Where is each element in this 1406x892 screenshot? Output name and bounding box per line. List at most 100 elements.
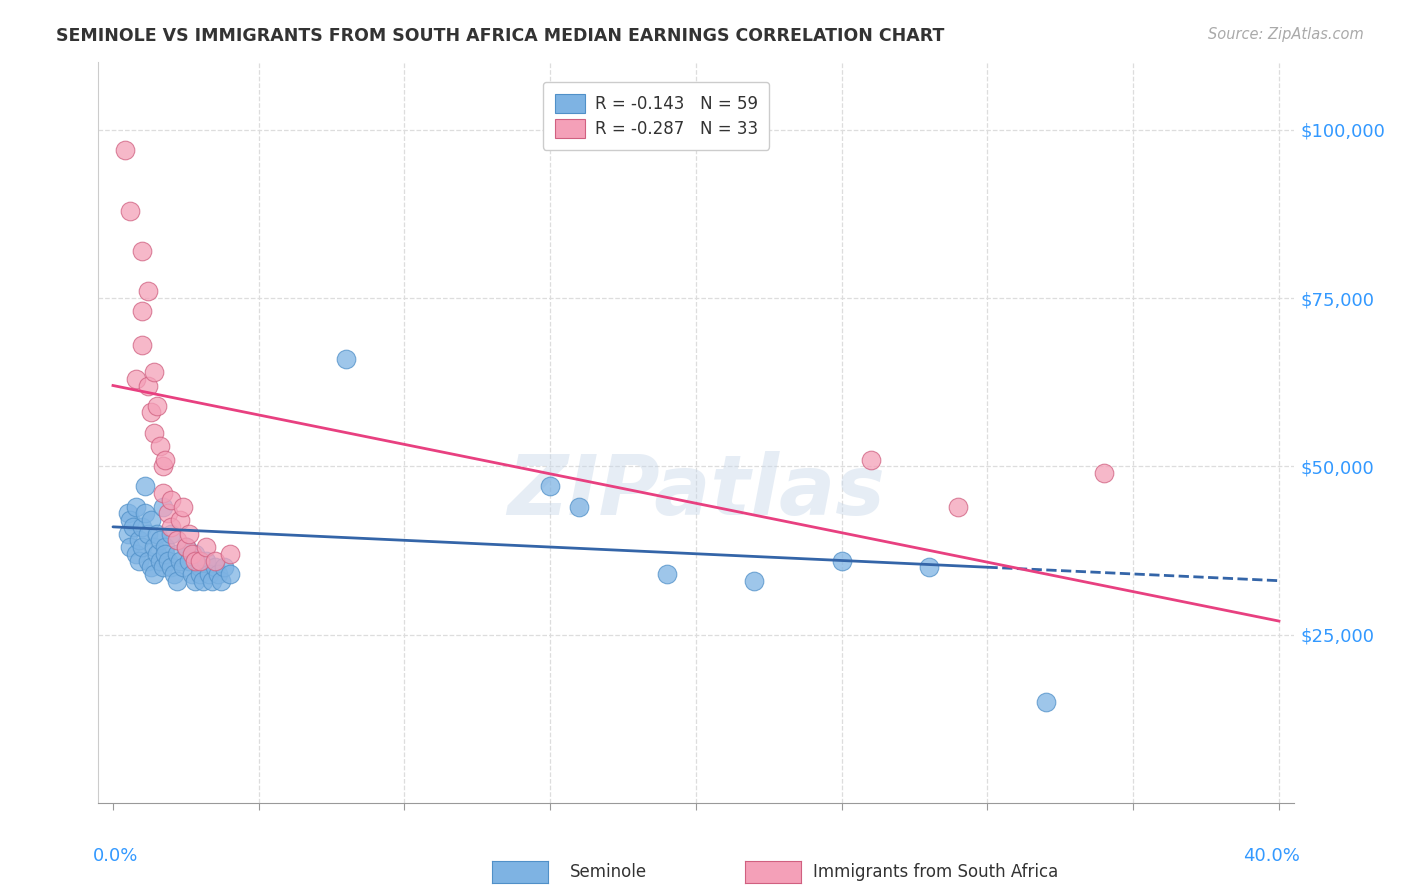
Point — [207, 566, 229, 581]
Text: Seminole: Seminole — [569, 863, 647, 881]
Point — [859, 452, 882, 467]
Point — [149, 533, 172, 548]
Point — [120, 540, 142, 554]
Point — [538, 479, 561, 493]
Point — [152, 486, 174, 500]
Point — [136, 285, 159, 299]
Point — [193, 574, 215, 588]
Point — [152, 560, 174, 574]
Point — [166, 547, 188, 561]
Point — [160, 560, 183, 574]
Point — [190, 560, 212, 574]
Point — [948, 500, 970, 514]
Legend: R = -0.143   N = 59, R = -0.287   N = 33: R = -0.143 N = 59, R = -0.287 N = 33 — [543, 82, 769, 150]
Point — [134, 479, 156, 493]
Point — [166, 574, 188, 588]
Point — [136, 378, 159, 392]
Point — [152, 459, 174, 474]
Point — [125, 372, 148, 386]
Point — [128, 533, 150, 548]
Point — [172, 560, 194, 574]
Point — [195, 553, 218, 567]
Point — [128, 553, 150, 567]
Point — [145, 526, 167, 541]
Point — [174, 540, 197, 554]
Point — [198, 566, 221, 581]
Point — [125, 500, 148, 514]
Text: Source: ZipAtlas.com: Source: ZipAtlas.com — [1208, 27, 1364, 42]
Point — [142, 540, 165, 554]
Text: 0.0%: 0.0% — [93, 847, 138, 865]
Point — [149, 439, 172, 453]
Point — [139, 560, 162, 574]
Point — [195, 540, 218, 554]
Point — [142, 425, 165, 440]
Point — [218, 547, 240, 561]
Text: Immigrants from South Africa: Immigrants from South Africa — [813, 863, 1057, 881]
Point — [142, 566, 165, 581]
Point — [136, 526, 159, 541]
Point — [169, 553, 191, 567]
Point — [212, 560, 235, 574]
Point — [157, 507, 180, 521]
Point — [204, 553, 226, 567]
Point — [183, 574, 205, 588]
Point — [152, 500, 174, 514]
Point — [174, 540, 197, 554]
Point — [131, 244, 153, 258]
Point — [155, 547, 177, 561]
Text: 40.0%: 40.0% — [1243, 847, 1299, 865]
Point — [155, 540, 177, 554]
Point — [172, 500, 194, 514]
Point — [209, 574, 232, 588]
Point — [180, 547, 202, 561]
Point — [136, 553, 159, 567]
Point — [1092, 466, 1115, 480]
Point — [169, 513, 191, 527]
Point — [155, 452, 177, 467]
Point — [134, 507, 156, 521]
Point — [142, 365, 165, 379]
Point — [131, 338, 153, 352]
Text: SEMINOLE VS IMMIGRANTS FROM SOUTH AFRICA MEDIAN EARNINGS CORRELATION CHART: SEMINOLE VS IMMIGRANTS FROM SOUTH AFRICA… — [56, 27, 945, 45]
Point — [335, 351, 357, 366]
Point — [742, 574, 765, 588]
Point — [145, 399, 167, 413]
Point — [1035, 695, 1057, 709]
Point — [831, 553, 853, 567]
Point — [131, 540, 153, 554]
Point — [122, 520, 145, 534]
Point — [139, 513, 162, 527]
Point — [160, 520, 183, 534]
Point — [149, 553, 172, 567]
Y-axis label: Median Earnings: Median Earnings — [0, 369, 7, 496]
Point — [166, 533, 188, 548]
Point — [218, 566, 240, 581]
Point — [117, 526, 139, 541]
Point — [131, 304, 153, 318]
Point — [655, 566, 678, 581]
Point — [139, 405, 162, 419]
Point — [125, 547, 148, 561]
Point — [160, 526, 183, 541]
Point — [177, 526, 200, 541]
Point — [180, 566, 202, 581]
Point — [114, 143, 136, 157]
Point — [204, 560, 226, 574]
Point — [117, 507, 139, 521]
Point — [183, 553, 205, 567]
Point — [120, 203, 142, 218]
Point — [160, 492, 183, 507]
Point — [190, 566, 212, 581]
Point — [201, 574, 224, 588]
Point — [568, 500, 591, 514]
Point — [163, 566, 186, 581]
Point — [183, 547, 205, 561]
Point — [190, 553, 212, 567]
Point — [131, 520, 153, 534]
Text: ZIPatlas: ZIPatlas — [508, 451, 884, 533]
Point — [145, 547, 167, 561]
Point — [918, 560, 941, 574]
Point — [157, 553, 180, 567]
Point — [177, 553, 200, 567]
